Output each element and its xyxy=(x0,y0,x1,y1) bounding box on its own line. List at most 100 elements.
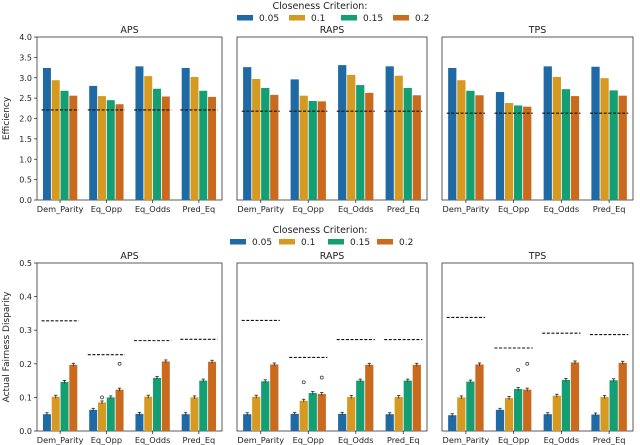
bar xyxy=(261,87,270,200)
panel-title: APS xyxy=(120,251,138,262)
panel-tps: TPS Dem_Parity Eq_Opp Eq_Odds Pred_Eq xyxy=(441,25,634,214)
legend-label: 0.15 xyxy=(350,238,370,248)
legend-swatch xyxy=(279,239,295,245)
legend-swatch xyxy=(393,15,409,21)
bar xyxy=(69,95,78,200)
bar xyxy=(600,397,609,431)
y-axis-label: Efficiency xyxy=(2,96,12,140)
bar xyxy=(561,379,571,431)
panel-title: TPS xyxy=(528,251,547,262)
panel-frame xyxy=(236,262,428,432)
x-tick-label: Eq_Odds xyxy=(135,204,171,214)
bar xyxy=(552,395,561,431)
bar xyxy=(290,79,299,200)
panel-title: TPS xyxy=(528,25,547,36)
bar xyxy=(338,65,347,201)
bar xyxy=(270,364,279,431)
legend-label: 0.1 xyxy=(301,238,315,248)
panel-aps: APS 0.0 0.5 1.0 1.5 2.0 2.5 3.0 3.5 4.0 Dem_Parity… xyxy=(19,25,223,214)
bar xyxy=(60,381,69,431)
outlier-point xyxy=(319,375,324,380)
panel-title: APS xyxy=(120,25,138,36)
bar xyxy=(356,380,365,431)
bar xyxy=(317,394,326,431)
legend-label: 0.2 xyxy=(399,238,413,248)
panel-raps: RAPS Dem_Parity Eq_Opp Eq_Odds Pred_Eq xyxy=(236,251,428,445)
x-tick-label: Eq_Odds xyxy=(338,204,374,214)
bar xyxy=(308,100,317,200)
bar xyxy=(523,389,532,431)
bar xyxy=(466,381,475,431)
bar xyxy=(591,66,600,200)
panel-aps: APS 0.0 0.1 0.2 0.3 0.4 0.5 Dem_Parity Eq_Opp Eq_… xyxy=(19,251,223,445)
bar xyxy=(347,74,356,200)
chart-efficiency: Closeness Criterion: 0.05 0.1 0.15 0.2 Effici… xyxy=(2,1,634,214)
bar xyxy=(97,96,106,200)
bar xyxy=(514,105,523,200)
legend-title: Closeness Criterion: xyxy=(273,225,368,236)
bar xyxy=(523,106,532,200)
legend-swatch xyxy=(289,15,305,21)
bar xyxy=(252,78,261,200)
legend-label: 0.1 xyxy=(311,14,325,24)
y-tick-label: 0.1 xyxy=(19,393,32,402)
bar xyxy=(115,389,124,431)
legend-label: 0.2 xyxy=(415,14,429,24)
bar xyxy=(338,413,347,431)
panel-title: RAPS xyxy=(320,25,344,36)
bar xyxy=(60,90,69,200)
y-tick-label: 0.0 xyxy=(19,427,32,436)
x-tick-label: Eq_Opp xyxy=(498,435,529,445)
bar xyxy=(199,380,208,431)
bar xyxy=(457,397,466,431)
bar xyxy=(153,377,162,431)
bar xyxy=(552,76,561,200)
y-tick-label: 0.5 xyxy=(19,259,32,268)
bar xyxy=(252,396,261,431)
panel-frame xyxy=(36,262,223,432)
bar xyxy=(290,413,299,431)
bar xyxy=(208,361,217,431)
bar xyxy=(243,414,252,431)
y-tick-label: 1.0 xyxy=(19,155,32,164)
bar xyxy=(570,362,580,431)
bar xyxy=(385,414,394,431)
x-tick-label: Dem_Parity xyxy=(237,204,284,214)
bar xyxy=(561,89,571,200)
bar xyxy=(394,397,403,431)
bar xyxy=(365,92,374,200)
panel-frame xyxy=(441,36,634,201)
x-tick-label: Dem_Parity xyxy=(37,435,84,445)
bar xyxy=(270,94,279,200)
bar xyxy=(394,75,403,200)
bar xyxy=(317,101,326,200)
panel-frame xyxy=(236,36,428,201)
legend-label: 0.05 xyxy=(259,14,279,24)
bar xyxy=(89,85,98,200)
bar xyxy=(466,90,475,200)
bar xyxy=(299,400,308,431)
x-tick-label: Eq_Odds xyxy=(544,204,580,214)
bar xyxy=(144,76,153,200)
y-tick-label: 1.5 xyxy=(19,135,32,144)
bar xyxy=(51,80,60,200)
bar xyxy=(190,397,199,431)
x-tick-label: Dem_Parity xyxy=(443,204,490,214)
panel-frame xyxy=(441,262,634,432)
x-tick-label: Dem_Parity xyxy=(443,435,490,445)
legend-swatch xyxy=(237,15,253,21)
bar xyxy=(106,100,115,200)
legend-title: Closeness Criterion: xyxy=(273,1,368,12)
bar xyxy=(356,85,365,200)
bar xyxy=(609,380,618,431)
outlier-point xyxy=(117,361,122,366)
x-tick-label: Pred_Eq xyxy=(593,435,626,445)
bar xyxy=(106,397,115,431)
bar xyxy=(514,389,523,431)
bar xyxy=(365,364,374,431)
y-tick-label: 0.4 xyxy=(19,293,32,302)
x-tick-label: Pred_Eq xyxy=(387,204,420,214)
bar xyxy=(448,67,457,200)
panel-tps: TPS Dem_Parity Eq_Opp Eq_Odds Pred_Eq xyxy=(441,251,634,445)
x-tick-label: Eq_Opp xyxy=(293,435,324,445)
